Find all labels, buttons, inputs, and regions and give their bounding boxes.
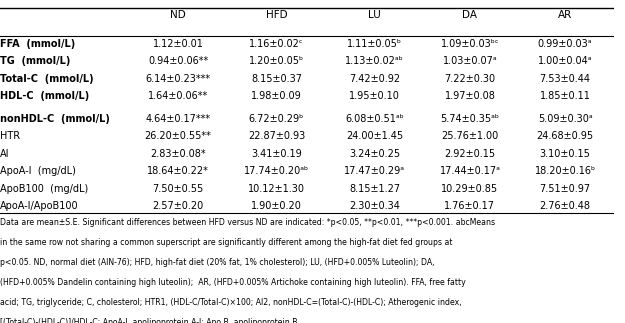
Text: 17.74±0.20ᵃᵇ: 17.74±0.20ᵃᵇ xyxy=(244,166,309,176)
Text: 1.16±0.02ᶜ: 1.16±0.02ᶜ xyxy=(249,39,304,49)
Text: 10.29±0.85: 10.29±0.85 xyxy=(441,184,499,194)
Text: 4.64±0.17***: 4.64±0.17*** xyxy=(146,114,211,124)
Text: ApoA-I  (mg/dL): ApoA-I (mg/dL) xyxy=(0,166,76,176)
Text: p<0.05. ND, normal diet (AIN-76); HFD, high-fat diet (20% fat, 1% cholesterol); : p<0.05. ND, normal diet (AIN-76); HFD, h… xyxy=(0,258,434,267)
Text: 7.42±0.92: 7.42±0.92 xyxy=(349,74,400,84)
Text: 5.74±0.35ᵃᵇ: 5.74±0.35ᵃᵇ xyxy=(441,114,499,124)
Text: 1.64±0.06**: 1.64±0.06** xyxy=(148,91,208,101)
Text: in the same row not sharing a common superscript are significantly different amo: in the same row not sharing a common sup… xyxy=(0,238,452,247)
Text: 17.44±0.17ᵃ: 17.44±0.17ᵃ xyxy=(439,166,501,176)
Text: 22.87±0.93: 22.87±0.93 xyxy=(248,131,305,141)
Text: 1.98±0.09: 1.98±0.09 xyxy=(251,91,302,101)
Text: Total-C  (mmol/L): Total-C (mmol/L) xyxy=(0,74,94,84)
Text: 8.15±0.37: 8.15±0.37 xyxy=(251,74,302,84)
Text: 7.50±0.55: 7.50±0.55 xyxy=(152,184,204,194)
Text: HFD: HFD xyxy=(266,10,288,20)
Text: 24.68±0.95: 24.68±0.95 xyxy=(536,131,594,141)
Text: 7.22±0.30: 7.22±0.30 xyxy=(444,74,496,84)
Text: acid; TG, triglyceride; C, cholesterol; HTR1, (HDL-C/Total-C)×100; AI2, nonHDL-C: acid; TG, triglyceride; C, cholesterol; … xyxy=(0,298,462,307)
Text: 1.95±0.10: 1.95±0.10 xyxy=(349,91,400,101)
Text: 3.41±0.19: 3.41±0.19 xyxy=(251,149,302,159)
Text: AI: AI xyxy=(0,149,9,159)
Text: 1.97±0.08: 1.97±0.08 xyxy=(444,91,496,101)
Text: 1.90±0.20: 1.90±0.20 xyxy=(251,201,302,211)
Text: 3.10±0.15: 3.10±0.15 xyxy=(539,149,591,159)
Text: LU: LU xyxy=(368,10,381,20)
Text: AR: AR xyxy=(558,10,572,20)
Text: 1.76±0.17: 1.76±0.17 xyxy=(444,201,496,211)
Text: 0.94±0.06**: 0.94±0.06** xyxy=(148,56,208,66)
Text: 6.72±0.29ᵇ: 6.72±0.29ᵇ xyxy=(249,114,304,124)
Text: 24.00±1.45: 24.00±1.45 xyxy=(346,131,403,141)
Text: 2.57±0.20: 2.57±0.20 xyxy=(152,201,204,211)
Text: ND: ND xyxy=(170,10,186,20)
Text: 7.51±0.97: 7.51±0.97 xyxy=(539,184,591,194)
Text: 18.64±0.22*: 18.64±0.22* xyxy=(148,166,209,176)
Text: 1.11±0.05ᵇ: 1.11±0.05ᵇ xyxy=(348,39,403,49)
Text: (HFD+0.005% Dandelin containing high luteolin);  AR, (HFD+0.005% Artichoke conta: (HFD+0.005% Dandelin containing high lut… xyxy=(0,278,466,287)
Text: 5.09±0.30ᵃ: 5.09±0.30ᵃ xyxy=(538,114,592,124)
Text: 18.20±0.16ᵇ: 18.20±0.16ᵇ xyxy=(534,166,596,176)
Text: 1.13±0.02ᵃᵇ: 1.13±0.02ᵃᵇ xyxy=(346,56,404,66)
Text: ApoA-I/ApoB100: ApoA-I/ApoB100 xyxy=(0,201,79,211)
Text: [(Total-C)-(HDL-C)]/HDL-C; ApoA-I, apolipoprotein A-I; Apo B, apolipoprotein B.: [(Total-C)-(HDL-C)]/HDL-C; ApoA-I, apoli… xyxy=(0,318,300,323)
Text: nonHDL-C  (mmol/L): nonHDL-C (mmol/L) xyxy=(0,114,110,124)
Text: 2.83±0.08*: 2.83±0.08* xyxy=(151,149,206,159)
Text: Data are mean±S.E. Significant differences between HFD versus ND are indicated: : Data are mean±S.E. Significant differenc… xyxy=(0,218,495,227)
Text: FFA  (mmol/L): FFA (mmol/L) xyxy=(0,39,75,49)
Text: DA: DA xyxy=(462,10,478,20)
Text: 2.92±0.15: 2.92±0.15 xyxy=(444,149,496,159)
Text: 6.08±0.51ᵃᵇ: 6.08±0.51ᵃᵇ xyxy=(346,114,404,124)
Text: 2.30±0.34: 2.30±0.34 xyxy=(349,201,400,211)
Text: 26.20±0.55**: 26.20±0.55** xyxy=(145,131,212,141)
Text: 1.20±0.05ᵇ: 1.20±0.05ᵇ xyxy=(249,56,304,66)
Text: 1.03±0.07ᵃ: 1.03±0.07ᵃ xyxy=(442,56,498,66)
Text: 1.12±0.01: 1.12±0.01 xyxy=(152,39,204,49)
Text: ApoB100  (mg/dL): ApoB100 (mg/dL) xyxy=(0,184,88,194)
Text: 17.47±0.29ᵃ: 17.47±0.29ᵃ xyxy=(344,166,405,176)
Text: 6.14±0.23***: 6.14±0.23*** xyxy=(146,74,211,84)
Text: 0.99±0.03ᵃ: 0.99±0.03ᵃ xyxy=(538,39,592,49)
Text: 8.15±1.27: 8.15±1.27 xyxy=(349,184,400,194)
Text: HDL-C  (mmol/L): HDL-C (mmol/L) xyxy=(0,91,89,101)
Text: 3.24±0.25: 3.24±0.25 xyxy=(349,149,400,159)
Text: 1.09±0.03ᵇᶜ: 1.09±0.03ᵇᶜ xyxy=(441,39,499,49)
Text: 7.53±0.44: 7.53±0.44 xyxy=(539,74,591,84)
Text: TG  (mmol/L): TG (mmol/L) xyxy=(0,56,71,66)
Text: 25.76±1.00: 25.76±1.00 xyxy=(441,131,499,141)
Text: 1.85±0.11: 1.85±0.11 xyxy=(539,91,591,101)
Text: 10.12±1.30: 10.12±1.30 xyxy=(248,184,305,194)
Text: 2.76±0.48: 2.76±0.48 xyxy=(539,201,591,211)
Text: 1.00±0.04ᵃ: 1.00±0.04ᵃ xyxy=(538,56,592,66)
Text: HTR: HTR xyxy=(0,131,20,141)
